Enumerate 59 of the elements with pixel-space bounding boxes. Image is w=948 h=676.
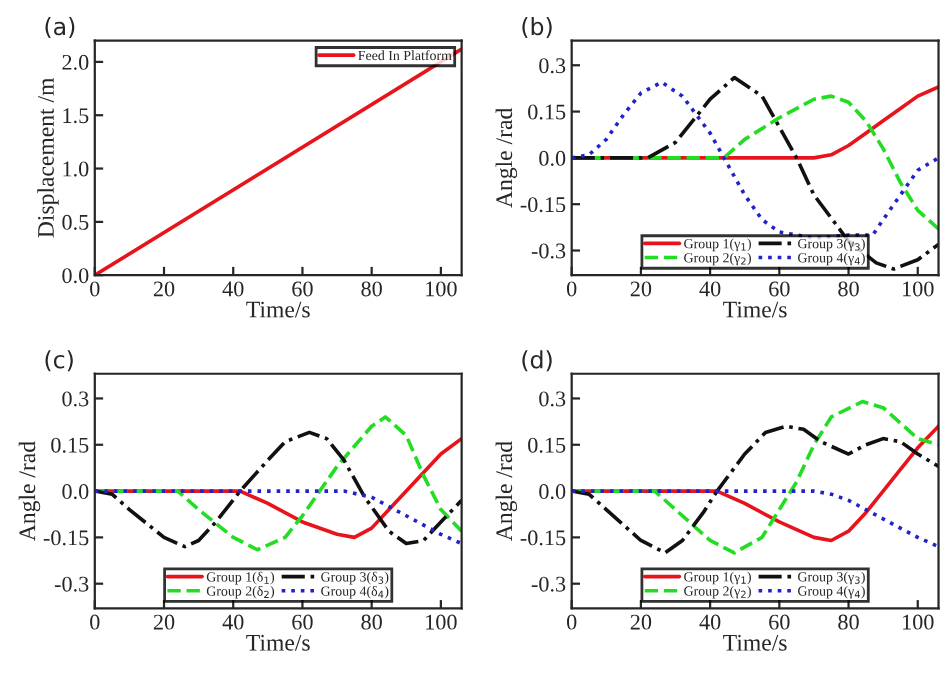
x-tick-label: 0 [90,614,100,630]
x-tick-label: 80 [361,614,382,630]
x-tick-label: 20 [630,614,652,630]
x-tick-label: 20 [630,281,652,297]
x-tick-label: 60 [769,281,790,297]
x-tick-label: 80 [838,614,859,630]
line-series [571,489,939,549]
x-tick-label: 100 [903,614,934,630]
x-tick-label: 0 [90,281,100,297]
y-tick-label: 1.5 [63,108,89,124]
x-tick-label: 80 [838,281,859,297]
x-tick-label: 60 [769,614,790,630]
y-tick-label: 0.3 [62,391,89,407]
y-tick-label: 0.3 [539,391,566,407]
x-tick-label: 100 [903,281,934,297]
x-tick-label: 20 [153,614,175,630]
y-axis-title: Displacement /m [37,77,59,238]
y-tick-label: 0.15 [528,104,566,120]
line-series [571,75,939,271]
x-axis-title: Time/s [723,634,787,651]
y-tick-label: 1.0 [63,161,89,177]
y-tick-label: 2.0 [62,54,89,70]
y-axis-title: Angle /rad [495,108,518,208]
y-tick-label: -0.15 [520,197,566,213]
chart-title: (b) [522,17,552,39]
x-axis-title: Time/s [246,634,310,651]
x-tick-label: 100 [426,281,457,297]
y-tick-label: -0.3 [54,576,89,592]
chart-title: (c) [45,350,73,372]
chart-title: (d) [522,350,552,372]
x-axis-title: Time/s [246,301,310,318]
x-tick-label: 60 [292,281,313,297]
x-tick-label: 100 [426,614,457,630]
chart-title: (a) [45,17,75,39]
y-tick-label: 0.0 [62,484,89,500]
y-tick-label: 0.5 [62,214,89,230]
y-tick-label: -0.15 [43,530,89,546]
x-tick-label: 40 [699,281,721,297]
x-tick-label: 20 [153,281,175,297]
y-tick-label: 0.0 [539,150,566,166]
y-tick-label: 0.15 [528,437,566,453]
x-tick-label: 0 [566,614,577,630]
y-tick-label: 0.0 [62,268,89,284]
y-tick-label: 0.15 [51,437,89,453]
y-tick-label: 0.3 [539,58,566,74]
y-tick-label: -0.3 [531,576,566,592]
y-axis-title: Angle /rad [495,441,518,541]
y-tick-label: 0.0 [539,484,566,500]
y-axis-title: Angle /rad [18,441,41,541]
y-tick-label: -0.3 [531,243,566,259]
line-series [94,489,462,546]
x-tick-label: 60 [292,614,313,630]
x-tick-label: 0 [566,281,577,297]
x-tick-label: 40 [699,614,721,630]
y-tick-label: -0.15 [520,530,566,546]
x-tick-label: 40 [222,281,244,297]
x-tick-label: 40 [222,614,244,630]
x-tick-label: 80 [361,281,382,297]
x-axis-title: Time/s [723,301,787,318]
